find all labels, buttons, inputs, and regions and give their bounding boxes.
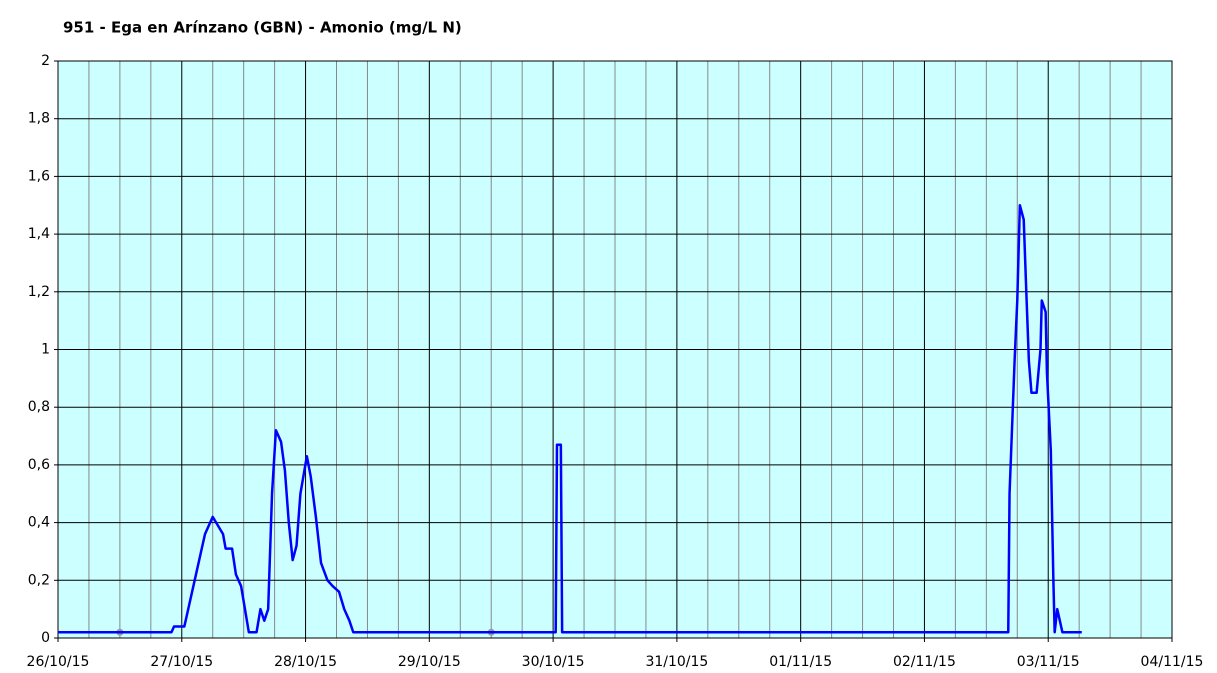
- y-tick-label: 0,6: [28, 457, 50, 473]
- y-tick-label: 0,8: [28, 399, 50, 415]
- y-tick-label: 1: [41, 342, 50, 358]
- x-tick-label: 29/10/15: [398, 654, 461, 670]
- y-tick-label: 2: [41, 53, 50, 69]
- x-tick-label: 03/11/15: [1017, 654, 1080, 670]
- data-line: [58, 204, 1082, 634]
- x-tick-label: 26/10/15: [27, 654, 90, 670]
- y-tick-label: 1,2: [28, 284, 50, 300]
- x-tick-label: 27/10/15: [150, 654, 213, 670]
- y-tick-label: 0,2: [28, 572, 50, 588]
- chart-title: 951 - Ega en Arínzano (GBN) - Amonio (mg…: [63, 19, 462, 37]
- x-tick-label: 04/11/15: [1141, 654, 1204, 670]
- y-tick-label: 1,8: [28, 111, 50, 127]
- x-tick-label: 30/10/15: [522, 654, 585, 670]
- x-tick-label: 31/10/15: [645, 654, 708, 670]
- x-tick-label: 01/11/15: [769, 654, 832, 670]
- y-tick-label: 0: [41, 630, 50, 646]
- y-tick-label: 1,4: [28, 226, 50, 242]
- x-tick-label: 02/11/15: [893, 654, 956, 670]
- x-tick-label: 28/10/15: [274, 654, 337, 670]
- y-tick-label: 0,4: [28, 515, 50, 531]
- y-tick-label: 1,6: [28, 168, 50, 184]
